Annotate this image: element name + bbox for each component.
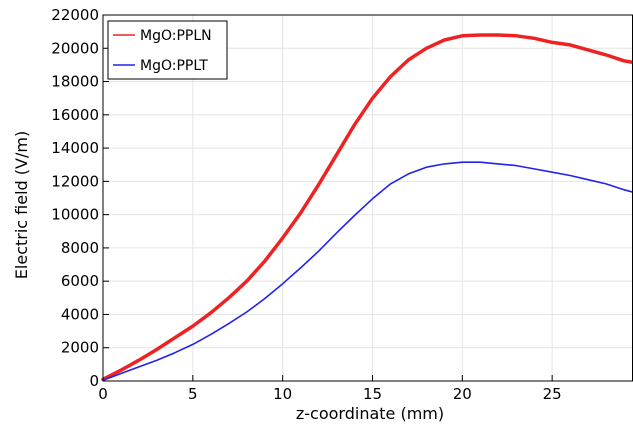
x-tick-label: 0: [98, 385, 108, 403]
y-axis-title: Electric field (V/m): [12, 131, 31, 279]
y-tick-label: 0: [89, 372, 99, 390]
y-tick-label: 14000: [51, 139, 99, 157]
y-tick-label: 20000: [51, 39, 99, 57]
series-lines: [101, 33, 633, 382]
legend-label-mgo-ppln: MgO:PPLN: [140, 28, 212, 44]
x-tick-label: 20: [453, 385, 472, 403]
y-tick-label: 2000: [61, 339, 99, 357]
series-line-mgo-pplt: [102, 161, 633, 382]
x-tick-label: 10: [273, 385, 292, 403]
legend-box: [107, 20, 228, 80]
y-tick-label: 10000: [51, 206, 99, 224]
x-tick-label: 25: [543, 385, 562, 403]
y-tick-label: 18000: [51, 73, 99, 91]
y-tick-label: 16000: [51, 106, 99, 124]
y-tick-label: 4000: [61, 305, 99, 323]
x-tick-label: 5: [188, 385, 198, 403]
y-tick-label: 22000: [51, 6, 99, 24]
legend: MgO:PPLN MgO:PPLT: [107, 20, 228, 80]
y-tick-label: 6000: [61, 272, 99, 290]
series-line-mgo-ppln: [101, 33, 633, 382]
x-tick-label: 15: [363, 385, 382, 403]
y-tick-label: 12000: [51, 172, 99, 190]
y-tick-label: 8000: [61, 239, 99, 257]
x-axis-title: z-coordinate (mm): [296, 404, 444, 423]
axis-ticks: 0 5 10 15 20 25 0 2000 4000 6000 8000 10000 12000 140…: [51, 6, 561, 403]
legend-label-mgo-pplt: MgO:PPLT: [140, 58, 208, 74]
